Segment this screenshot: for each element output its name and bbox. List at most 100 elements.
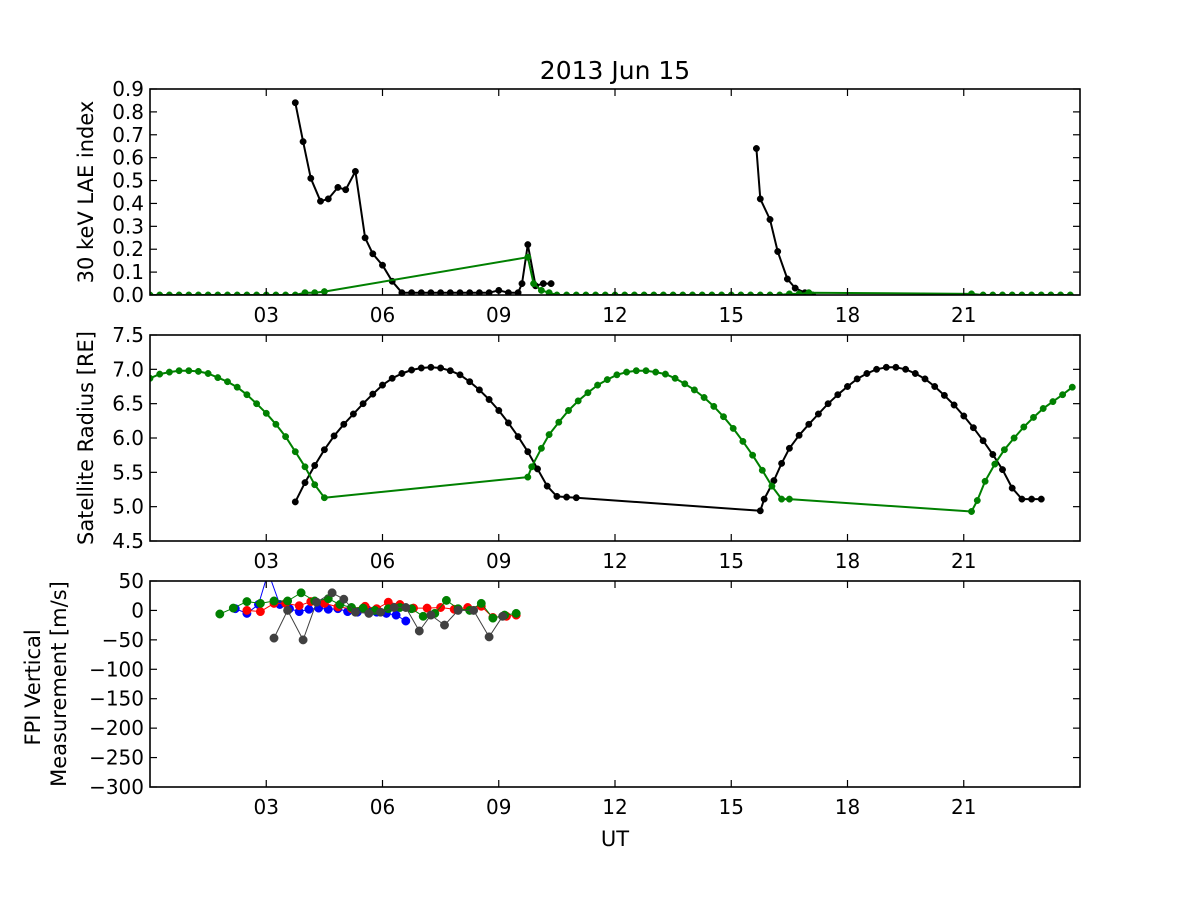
series-1-point — [652, 368, 660, 376]
series-2-point — [215, 609, 225, 619]
series-1-point — [795, 290, 803, 295]
y-tick-label: −300 — [89, 775, 144, 799]
series-1-point — [243, 391, 251, 399]
series-1-point — [1049, 398, 1057, 406]
series-0-point — [1008, 484, 1016, 492]
series-1-point — [613, 371, 621, 379]
series-0-point — [456, 371, 464, 379]
series-1-point — [584, 389, 592, 397]
series-1-point — [253, 400, 261, 408]
series-0-point — [778, 459, 786, 467]
series-0-point — [1037, 495, 1045, 503]
series-0-point — [417, 289, 425, 295]
series-0-point — [475, 289, 483, 295]
series-0-point — [1018, 495, 1026, 503]
series-1-point — [739, 437, 747, 445]
y-tick-label: 0.1 — [112, 260, 144, 284]
series-0-point — [814, 410, 822, 418]
series-0-point — [299, 138, 307, 146]
series-1-point — [778, 495, 786, 503]
series-0-point — [401, 616, 411, 626]
series-0-point — [863, 370, 871, 377]
series-0-line — [294, 102, 552, 294]
y-tick-label: 0.4 — [112, 191, 144, 215]
panel-satellite-radius: Satellite Radius [RE] 03 06 09 12 15 18 21 4.5 5… — [74, 323, 1081, 573]
series-2-point — [511, 608, 521, 618]
x-tick-label: 15 — [719, 549, 744, 573]
series-0-point — [307, 174, 315, 182]
series-1-point — [690, 386, 698, 394]
series-0-point — [291, 99, 299, 107]
plot-area-frame — [149, 88, 1081, 296]
series-1-point — [603, 376, 611, 384]
y-axis-label: Satellite Radius [RE] — [74, 331, 98, 545]
series-0-point — [534, 465, 541, 473]
series-0-point — [456, 289, 464, 295]
series-0-point — [756, 195, 764, 203]
series-1-point — [661, 370, 669, 378]
x-tick-label: 06 — [370, 303, 395, 327]
series-0-point — [408, 289, 416, 295]
series-0-point — [543, 482, 551, 490]
x-axis-label: UT — [601, 827, 629, 851]
series-0-point — [960, 412, 968, 420]
series-1-point — [294, 601, 304, 611]
series-2-point — [255, 598, 265, 608]
series-2-point — [441, 595, 451, 605]
series-1-point — [185, 367, 193, 375]
series-1-point — [805, 289, 813, 295]
series-0-point — [999, 466, 1006, 474]
series-0-point — [466, 378, 474, 386]
series-1-point — [968, 290, 975, 295]
y-tick-label: 0.6 — [112, 146, 144, 170]
y-tick-label: 50 — [119, 569, 144, 593]
series-0-point — [989, 451, 997, 458]
x-tick-label: 21 — [951, 795, 976, 819]
series-0-point — [1028, 495, 1036, 503]
x-tick-label: 12 — [602, 795, 627, 819]
series-0-point — [524, 241, 532, 249]
series-0-point — [485, 289, 493, 295]
series-0-point — [950, 401, 958, 409]
series-1-point — [175, 367, 183, 375]
series-3-point — [350, 607, 360, 617]
x-tick-label: 09 — [486, 303, 511, 327]
series-0-point — [873, 365, 881, 373]
y-tick-label: 7.0 — [112, 357, 144, 381]
series-0-point — [379, 261, 386, 269]
panel-lae-index: 2013 Jun 15 30 keV LAE index 03 06 09 12 15 1… — [74, 56, 1081, 327]
series-1-point — [282, 433, 290, 441]
series-1-point — [1068, 383, 1076, 391]
series-0-point — [921, 375, 929, 383]
series-0-point — [539, 280, 547, 288]
series-0-point — [931, 383, 939, 390]
series-1-point — [233, 383, 241, 391]
y-axis-label-line-2: Measurement [m/s] — [47, 581, 71, 787]
series-1-point — [194, 367, 202, 375]
series-0-point — [795, 431, 803, 439]
series-0-point — [475, 386, 483, 394]
series-1-line — [150, 369, 1073, 513]
y-tick-label: 0 — [131, 598, 144, 622]
series-1-point — [291, 448, 299, 456]
x-tick-label: 15 — [719, 303, 744, 327]
y-tick-label: −200 — [89, 716, 144, 740]
y-tick-label: 0.3 — [112, 214, 144, 238]
series-0-point — [369, 250, 377, 258]
series-1-point — [311, 481, 319, 489]
series-0-point — [437, 289, 445, 295]
y-tick-label: 0.9 — [112, 77, 144, 101]
series-3-point — [453, 605, 463, 615]
series-0-point — [774, 248, 782, 255]
x-tick-label: 12 — [602, 303, 627, 327]
series-2-point — [418, 611, 428, 621]
series-2-point — [488, 613, 498, 623]
series-1-point — [537, 286, 545, 294]
x-tick-label: 03 — [254, 549, 279, 573]
series-0-point — [882, 363, 890, 371]
series-1-point — [574, 397, 582, 405]
series-0-point — [466, 289, 474, 295]
series-0-point — [979, 437, 987, 445]
y-tick-label: 0.2 — [112, 237, 144, 261]
x-tick-label: 21 — [951, 303, 976, 327]
